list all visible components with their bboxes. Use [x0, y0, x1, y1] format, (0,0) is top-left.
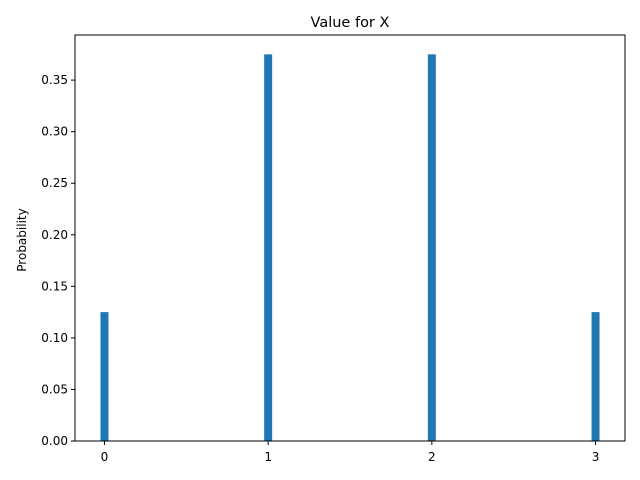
bar-2	[427, 54, 436, 441]
x-tick-label: 3	[592, 450, 600, 464]
x-ticks-group: 0 1 2 3	[101, 441, 600, 464]
bar-1	[264, 54, 273, 441]
x-tick-label: 1	[264, 450, 272, 464]
chart-title: Value for X	[311, 15, 390, 31]
y-tick-label: 0.10	[41, 331, 68, 345]
bars-group	[100, 54, 600, 441]
y-tick-label: 0.25	[41, 176, 68, 190]
x-tick-label: 2	[428, 450, 436, 464]
plot-frame	[74, 34, 626, 442]
y-tick-label: 0.35	[41, 73, 68, 87]
y-tick-label: 0.00	[41, 434, 68, 448]
y-tick-label: 0.30	[41, 125, 68, 139]
y-axis-label: Probability	[15, 208, 29, 271]
bar-3	[591, 312, 600, 441]
y-tick-label: 0.05	[41, 382, 68, 396]
x-tick-label: 0	[101, 450, 109, 464]
y-tick-label: 0.15	[41, 279, 68, 293]
y-tick-label: 0.20	[41, 228, 68, 242]
y-ticks-group: 0.00 0.05 0.10 0.15 0.20 0.25 0.30 0.35	[41, 73, 75, 448]
bar-0	[100, 312, 109, 441]
